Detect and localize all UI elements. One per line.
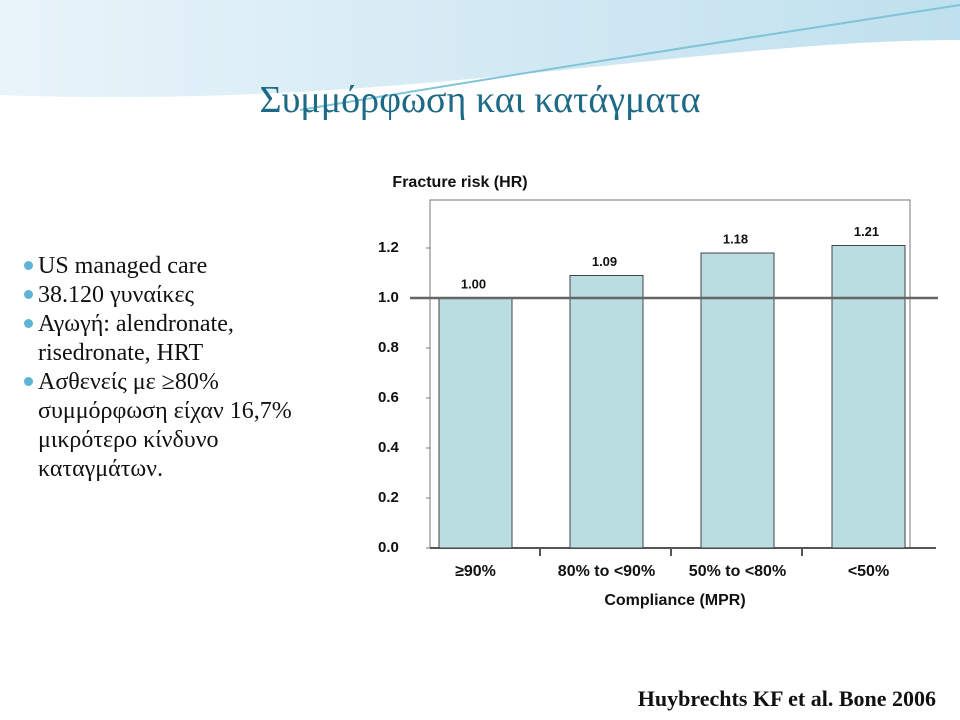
slide-title: Συμμόρφωση και κατάγματα — [259, 79, 701, 121]
y-tick-label: 0.0 — [378, 539, 399, 556]
y-tick-label: 0.2 — [378, 489, 399, 506]
y-tick-label: 0.8 — [378, 339, 399, 356]
x-tick-label: ≥90% — [455, 563, 496, 580]
y-tick-label: 1.2 — [378, 239, 399, 256]
decor-line — [299, 4, 960, 111]
chart-title: Fracture risk (HR) — [392, 174, 527, 191]
bullet: US managed care — [22, 252, 342, 281]
decor-swoosh — [0, 0, 960, 98]
citation: Huybrechts KF et al. Bone 2006 — [637, 686, 936, 711]
x-tick-label: 80% to <90% — [558, 563, 655, 580]
value-label: 1.00 — [461, 276, 486, 291]
bullet: 38.120 γυναίκες — [22, 281, 342, 310]
y-tick-label: 1.0 — [378, 289, 399, 306]
value-label: 1.21 — [854, 224, 879, 239]
y-tick-label: 0.4 — [378, 439, 400, 456]
bullet: Ασθενείς με ≥80% συμμόρφωση είχαν 16,7% … — [22, 368, 342, 484]
value-label: 1.18 — [723, 231, 748, 246]
x-tick-label: <50% — [848, 563, 889, 580]
bar — [569, 275, 644, 549]
bar — [831, 245, 906, 549]
bar — [438, 297, 513, 549]
bullet-list: US managed care 38.120 γυναίκες Αγωγή: a… — [22, 252, 342, 484]
x-tick-label: 50% to <80% — [689, 563, 786, 580]
bullet: Αγωγή: alendronate, risedronate, HRT — [22, 310, 342, 368]
x-axis-label: Compliance (MPR) — [604, 592, 745, 609]
bar — [700, 252, 775, 549]
value-label: 1.09 — [592, 254, 617, 269]
y-tick-label: 0.6 — [378, 389, 399, 406]
